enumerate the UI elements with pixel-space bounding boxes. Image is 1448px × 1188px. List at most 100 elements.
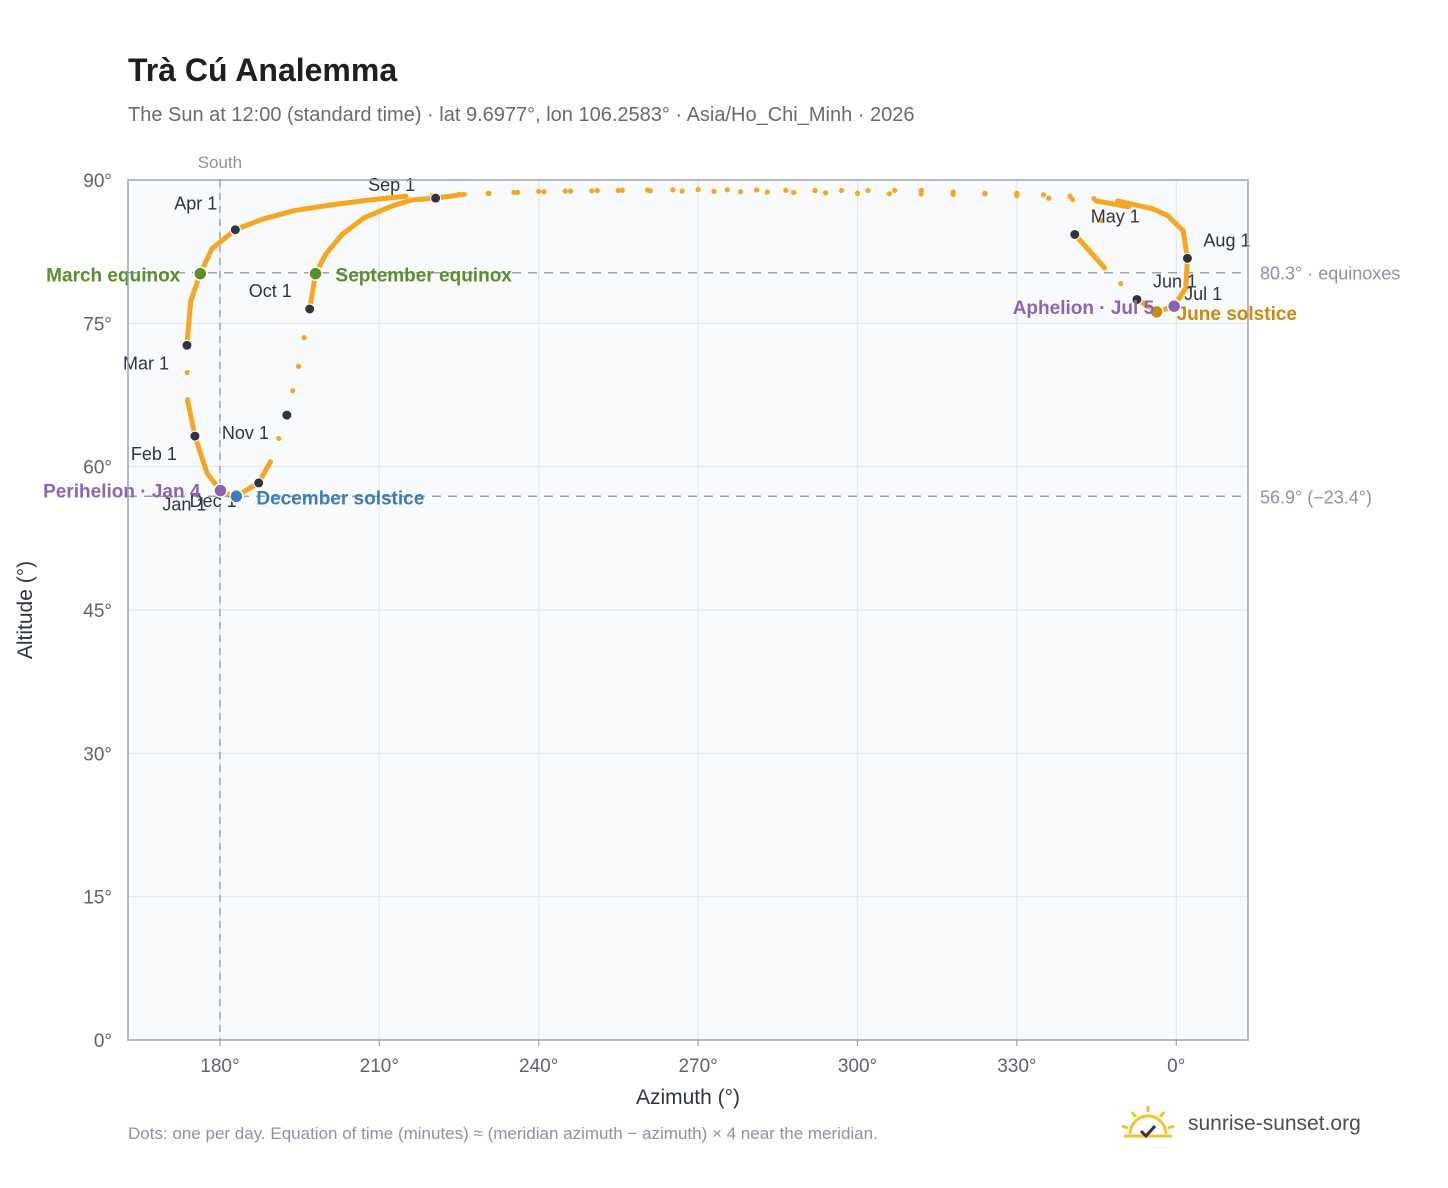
path-segment <box>291 202 334 214</box>
y-tick-label: 15° <box>83 888 112 909</box>
y-tick-label: 0° <box>94 1031 112 1052</box>
daily-dot <box>918 191 924 197</box>
daily-dot <box>184 397 191 403</box>
chart-title: Trà Cú Analemma <box>128 52 398 88</box>
daily-dot <box>1118 281 1124 287</box>
event-label: Perihelion · Jan 4 <box>43 482 201 503</box>
daily-dot <box>695 186 701 193</box>
daily-dot <box>290 388 296 394</box>
daily-dot <box>589 188 595 194</box>
month-label: Mar 1 <box>123 353 169 373</box>
daily-dot <box>1067 193 1073 199</box>
x-axis-label: Azimuth (°) <box>636 1086 740 1109</box>
month-label: Jul 1 <box>1184 284 1222 304</box>
daily-dot <box>812 187 818 194</box>
event-marker <box>308 266 323 281</box>
month-marker <box>281 409 293 421</box>
daily-dot <box>541 189 547 195</box>
daily-dot <box>486 190 492 196</box>
x-tick-label: 240° <box>519 1056 558 1077</box>
daily-dot <box>647 188 653 194</box>
path-segment <box>259 208 297 222</box>
path-segment <box>1072 231 1108 271</box>
brand-logo[interactable]: sunrise-sunset.org <box>1120 1104 1361 1144</box>
month-marker <box>253 477 265 489</box>
x-tick-label: 0° <box>1167 1056 1185 1077</box>
daily-dot <box>791 189 797 196</box>
event-label: Aphelion · Jul 5 <box>1013 298 1155 319</box>
x-tick-label: 180° <box>200 1056 239 1077</box>
daily-dot <box>562 188 568 194</box>
month-marker <box>229 224 241 236</box>
month-marker <box>1181 252 1193 264</box>
daily-dot <box>670 187 676 193</box>
event-label: March equinox <box>46 266 181 287</box>
path-segment <box>1094 198 1131 210</box>
daily-dot <box>1040 192 1047 198</box>
y-axis-label: Altitude (°) <box>14 561 37 659</box>
daily-dot <box>276 435 282 442</box>
event-label: December solstice <box>256 488 424 509</box>
reference-line-label: 56.9° (−23.4°) <box>1260 487 1372 507</box>
event-marker <box>193 266 208 281</box>
month-marker <box>181 339 193 351</box>
daily-dot <box>982 191 988 197</box>
y-tick-label: 45° <box>83 601 112 622</box>
daily-dot <box>838 187 845 194</box>
daily-dot <box>764 189 770 195</box>
brand-text: sunrise-sunset.org <box>1188 1112 1361 1135</box>
month-label: Nov 1 <box>222 423 269 443</box>
path-segment <box>184 298 194 348</box>
daily-dot <box>619 187 625 193</box>
month-marker <box>1131 293 1143 305</box>
event-markers: March equinox September equinox December s… <box>43 266 1297 510</box>
month-label: Feb 1 <box>131 444 177 464</box>
month-label: Apr 1 <box>174 194 217 214</box>
daily-dot <box>753 187 760 193</box>
footnote: Dots: one per day. Equation of time (min… <box>128 1124 878 1143</box>
daily-dot <box>1101 265 1108 271</box>
y-tick-label: 90° <box>83 171 112 192</box>
event-label: September equinox <box>336 266 513 287</box>
event-marker <box>1166 298 1182 314</box>
reference-lines: South 80.3° · equinoxes 56.9° (−23.4°) <box>128 153 1400 1040</box>
event-marker <box>213 483 228 498</box>
daily-dot <box>301 335 307 341</box>
daily-dot <box>594 187 600 194</box>
daily-dot <box>511 189 517 196</box>
path-segment <box>387 197 414 210</box>
path-segment <box>192 433 210 476</box>
daily-dot <box>567 188 574 194</box>
y-tick-label: 75° <box>83 314 112 335</box>
path-segment <box>323 231 345 257</box>
daily-dot <box>295 363 302 369</box>
daily-dot <box>737 189 744 195</box>
daily-dot <box>711 188 717 195</box>
daily-dot <box>403 193 409 199</box>
path-segment <box>360 204 393 221</box>
path-segment <box>1164 212 1186 234</box>
path-segment <box>339 215 366 237</box>
path-segment <box>1149 206 1170 218</box>
month-label: Jan 1 <box>162 495 206 515</box>
daily-dot <box>823 190 829 196</box>
daily-dot <box>892 187 898 194</box>
x-tick-label: 300° <box>838 1056 877 1077</box>
daily-dot <box>1046 195 1052 201</box>
y-tick-label: 60° <box>83 458 112 479</box>
month-marker <box>189 430 201 442</box>
daily-dot <box>536 188 542 195</box>
south-label: South <box>198 153 242 172</box>
month-marker <box>1069 228 1081 240</box>
reference-line-label: 80.3° · equinoxes <box>1260 264 1400 284</box>
month-label: May 1 <box>1091 206 1140 226</box>
daily-dot <box>950 191 956 197</box>
path-segment <box>1115 198 1155 212</box>
daily-dot <box>886 191 892 197</box>
daily-dot <box>1115 198 1121 204</box>
path-segment <box>185 397 198 439</box>
daily-dot <box>1091 196 1097 202</box>
month-marker <box>304 303 316 315</box>
daily-dot <box>865 187 871 194</box>
